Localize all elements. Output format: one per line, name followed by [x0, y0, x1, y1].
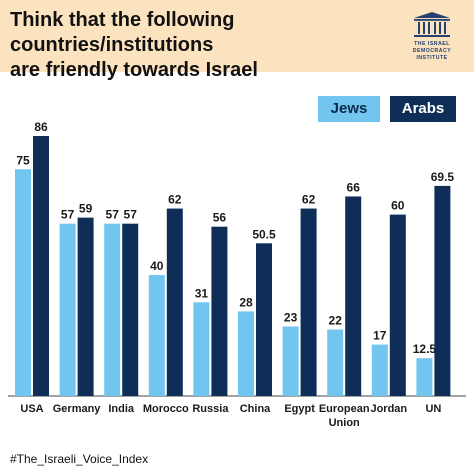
value-label-jews-8: 17 [373, 329, 387, 343]
category-label-6: Egypt [284, 403, 315, 415]
category-label-0: USA [20, 403, 43, 415]
value-label-jews-2: 57 [106, 208, 120, 222]
bar-jews-7 [327, 329, 344, 396]
bar-arabs-9 [434, 185, 451, 396]
category-label-8: Jordan [370, 403, 407, 415]
value-label-arabs-8: 60 [391, 199, 405, 213]
legend-jews: Jews [318, 96, 380, 122]
category-label-7: European [319, 403, 370, 415]
value-label-jews-0: 75 [16, 153, 30, 167]
value-label-arabs-9: 69.5 [431, 170, 455, 184]
bar-jews-9 [416, 358, 433, 396]
value-label-jews-1: 57 [61, 208, 75, 222]
value-label-jews-4: 31 [195, 286, 209, 300]
logo-text-line-2: DEMOCRACY [412, 48, 452, 54]
value-label-jews-3: 40 [150, 259, 164, 273]
bar-jews-5 [238, 311, 254, 396]
bar-arabs-6 [300, 208, 317, 396]
value-label-jews-6: 23 [284, 310, 298, 324]
value-label-arabs-7: 66 [347, 180, 361, 194]
legend-arabs: Arabs [390, 96, 456, 122]
bar-jews-8 [371, 344, 388, 396]
category-label-5: China [240, 403, 271, 415]
bar-arabs-4 [211, 226, 228, 396]
bar-jews-4 [193, 302, 210, 396]
bar-jews-6 [282, 326, 299, 396]
value-label-arabs-0: 86 [34, 120, 48, 134]
logo-text-line-1: THE ISRAEL [414, 41, 450, 47]
bar-arabs-0 [33, 136, 49, 396]
chart-title: Think that the following countries/insti… [10, 8, 390, 83]
title-band: Think that the following countries/insti… [0, 0, 474, 81]
value-label-arabs-5: 50.5 [252, 227, 276, 241]
bar-jews-2 [104, 223, 121, 396]
value-label-jews-7: 22 [329, 313, 343, 327]
value-label-jews-9: 12.5 [413, 342, 437, 356]
bar-arabs-7 [345, 196, 362, 396]
value-label-jews-5: 28 [239, 295, 253, 309]
bar-arabs-5 [256, 243, 272, 396]
title-line-2: are friendly towards Israel [10, 59, 258, 81]
bar-jews-0 [15, 169, 31, 396]
title-line-1: Think that the following countries/insti… [10, 9, 235, 56]
category-label-2: India [108, 403, 135, 415]
bar-arabs-3 [166, 208, 183, 396]
bar-arabs-8 [389, 214, 406, 396]
value-label-arabs-4: 56 [213, 211, 227, 225]
category-label-3: Morocco [143, 403, 189, 415]
bar-arabs-1 [77, 217, 94, 396]
value-label-arabs-3: 62 [168, 193, 182, 207]
bar-arabs-2 [122, 223, 139, 396]
category-label-4: Russia [192, 403, 229, 415]
category-label-9: UN [425, 403, 441, 415]
value-label-arabs-1: 59 [79, 202, 93, 216]
building-icon [414, 12, 450, 37]
value-label-arabs-6: 62 [302, 193, 316, 207]
logo-text-line-3: INSTITUTE [416, 55, 448, 61]
bar-jews-3 [148, 275, 165, 396]
value-label-arabs-2: 57 [124, 208, 138, 222]
bar-jews-1 [59, 223, 76, 396]
idi-logo: THE ISRAEL DEMOCRACY INSTITUTE [400, 10, 464, 64]
category-label-7: Union [329, 417, 360, 429]
hashtag-footer: #The_Israeli_Voice_Index [10, 452, 149, 466]
category-label-1: Germany [53, 403, 102, 415]
